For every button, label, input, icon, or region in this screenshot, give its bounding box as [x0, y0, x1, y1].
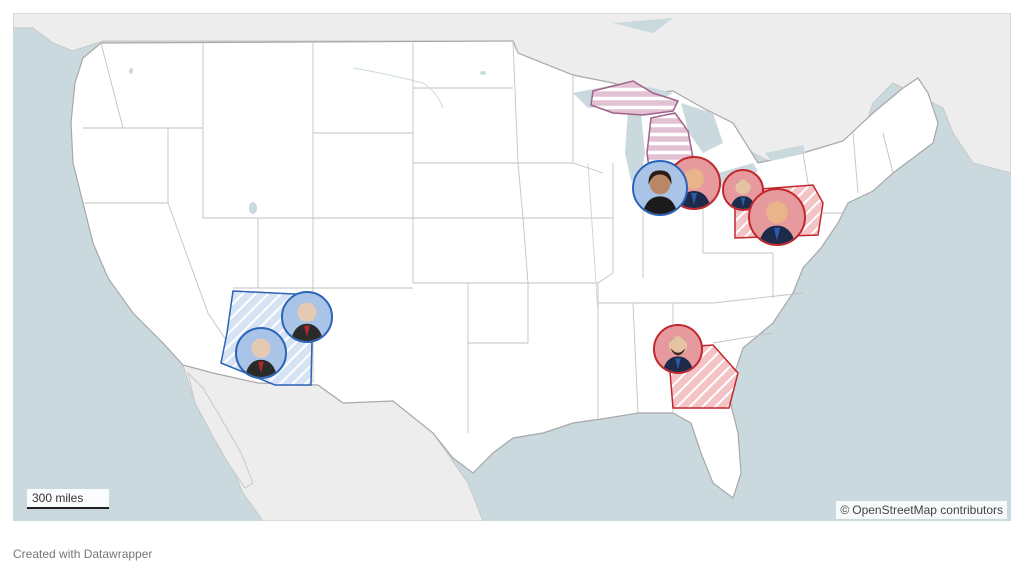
rivers [352, 67, 599, 314]
marker-arizona-1[interactable] [281, 291, 333, 343]
candidate-portrait-icon [244, 338, 278, 377]
candidate-portrait-icon [662, 336, 694, 372]
candidate-portrait-icon [642, 170, 678, 214]
map-svg [13, 13, 1011, 521]
attribution-text[interactable]: OpenStreetMap contributors [852, 503, 1003, 517]
inland-lakes [129, 68, 486, 214]
map-attribution[interactable]: © OpenStreetMap contributors [836, 501, 1007, 519]
map-canvas[interactable]: 300 miles © OpenStreetMap contributors [13, 13, 1011, 521]
marker-georgia[interactable] [653, 324, 703, 374]
scale-label: 300 miles [32, 491, 84, 505]
candidate-portrait-icon [758, 201, 796, 244]
lake-ontario [765, 145, 805, 161]
scale-line [27, 507, 109, 509]
scale-bar: 300 miles [27, 489, 109, 509]
copyright-symbol: © [840, 503, 850, 517]
lake-michigan [625, 111, 645, 181]
baja-peninsula [187, 371, 254, 489]
candidate-portrait-icon [290, 302, 324, 341]
michigan-upper-peninsula [590, 80, 680, 116]
marker-michigan-blue[interactable] [632, 160, 688, 216]
marker-arizona-2[interactable] [235, 327, 287, 379]
marker-pennsylvania-2[interactable] [748, 188, 806, 246]
lake-huron [681, 103, 723, 153]
datawrapper-credit: Created with Datawrapper [13, 547, 153, 561]
state-borders [83, 40, 894, 433]
